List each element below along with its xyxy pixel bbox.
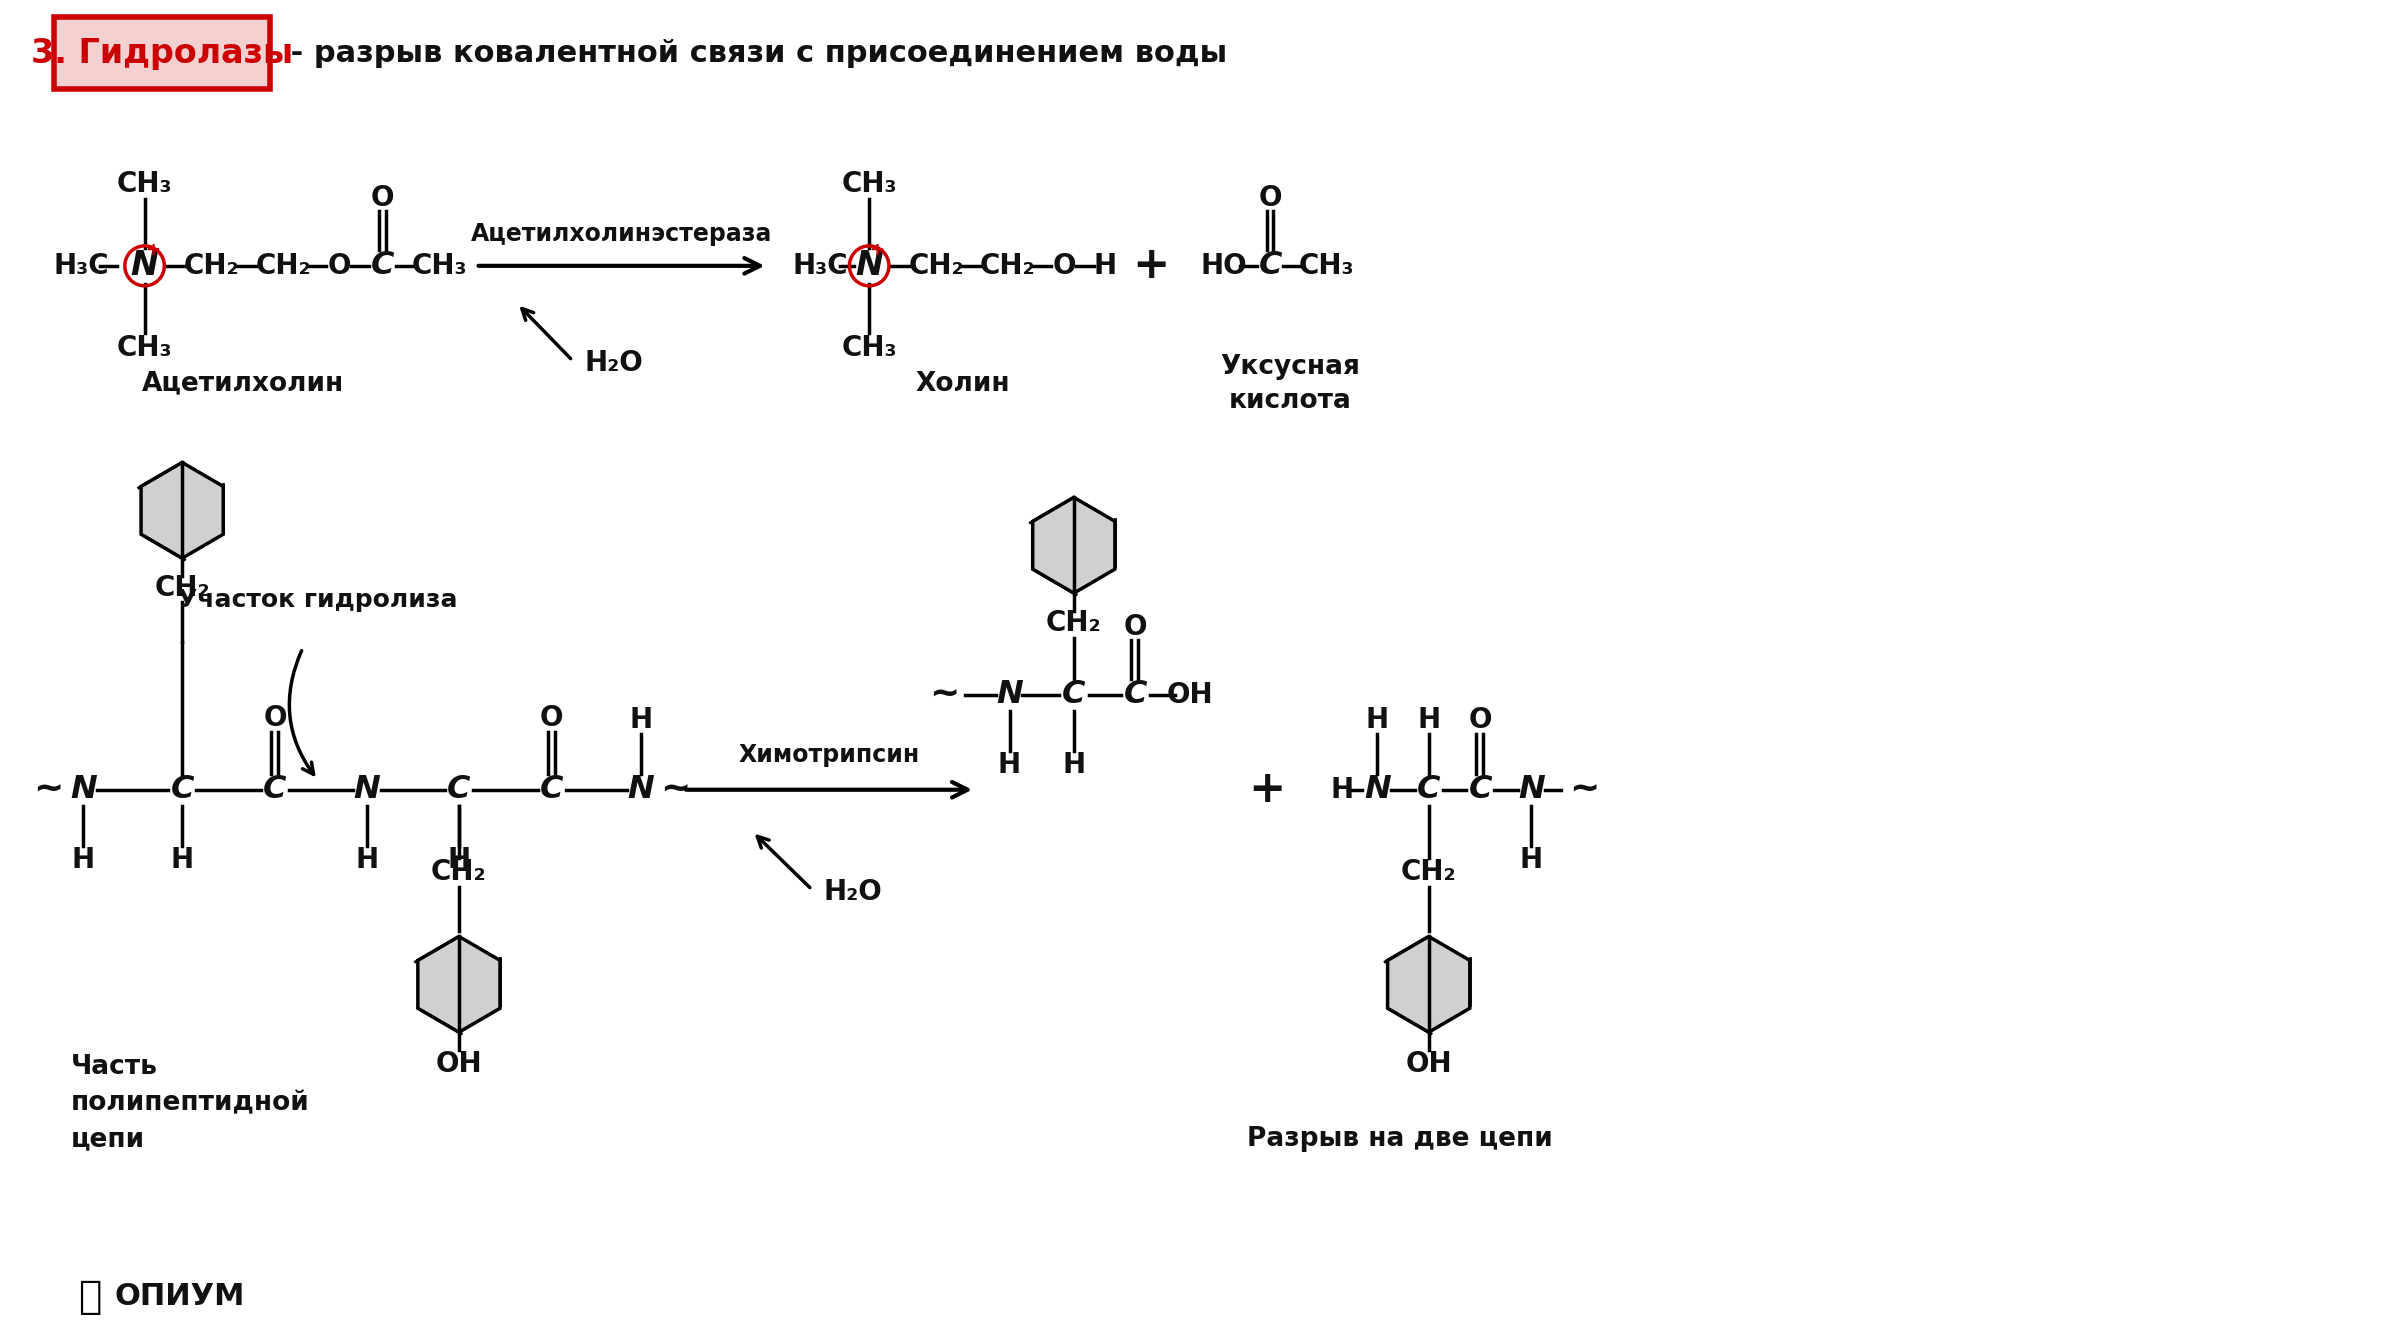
Text: +: + bbox=[869, 241, 885, 259]
Text: O: O bbox=[327, 252, 351, 280]
Polygon shape bbox=[1033, 497, 1114, 593]
Text: H: H bbox=[72, 845, 95, 873]
Text: H: H bbox=[1062, 750, 1086, 778]
Text: ~: ~ bbox=[928, 678, 959, 712]
Text: Участок гидролиза: Участок гидролиза bbox=[179, 588, 458, 612]
Text: CH₂: CH₂ bbox=[981, 252, 1036, 280]
Text: CH₂: CH₂ bbox=[909, 252, 964, 280]
Text: CH₃: CH₃ bbox=[1298, 252, 1355, 280]
Text: ~: ~ bbox=[661, 773, 692, 806]
Text: Ацетилхолинэстераза: Ацетилхолинэстераза bbox=[470, 221, 773, 245]
Text: H: H bbox=[997, 750, 1021, 778]
Text: N: N bbox=[131, 249, 157, 283]
Text: C: C bbox=[169, 774, 193, 805]
Text: H: H bbox=[1520, 845, 1544, 873]
Text: H: H bbox=[630, 706, 651, 734]
Text: N: N bbox=[353, 774, 379, 805]
Text: C: C bbox=[262, 774, 286, 805]
Text: CH₂: CH₂ bbox=[255, 252, 310, 280]
Text: H: H bbox=[446, 845, 470, 873]
Text: +: + bbox=[146, 241, 160, 259]
Text: C: C bbox=[1062, 680, 1086, 710]
Text: OH: OH bbox=[1405, 1050, 1453, 1078]
Text: N: N bbox=[69, 774, 98, 805]
Text: HO: HO bbox=[1200, 252, 1248, 280]
Text: N: N bbox=[997, 680, 1024, 710]
Text: CH₂: CH₂ bbox=[1045, 609, 1102, 637]
Text: H₂O: H₂O bbox=[585, 349, 644, 377]
Text: H₃C: H₃C bbox=[792, 252, 847, 280]
Text: - разрыв ковалентной связи с присоединением воды: - разрыв ковалентной связи с присоединен… bbox=[279, 39, 1226, 68]
Text: H: H bbox=[356, 845, 379, 873]
Text: O: O bbox=[1052, 252, 1076, 280]
Text: CH₂: CH₂ bbox=[1401, 857, 1455, 885]
Text: CH₃: CH₃ bbox=[117, 333, 172, 361]
Text: H₃C: H₃C bbox=[52, 252, 110, 280]
Text: CH₂: CH₂ bbox=[155, 575, 210, 603]
Text: OH: OH bbox=[437, 1050, 482, 1078]
Polygon shape bbox=[418, 937, 501, 1032]
Text: Холин: Холин bbox=[916, 371, 1009, 397]
Text: H: H bbox=[1365, 706, 1389, 734]
Text: O: O bbox=[1467, 706, 1491, 734]
Text: ОПИУМ: ОПИУМ bbox=[115, 1282, 246, 1312]
Text: H: H bbox=[1417, 706, 1441, 734]
Text: H₂O: H₂O bbox=[823, 877, 883, 905]
Text: H: H bbox=[169, 845, 193, 873]
Text: O: O bbox=[262, 704, 286, 732]
Text: O: O bbox=[1260, 184, 1281, 212]
Text: C: C bbox=[446, 774, 470, 805]
Text: O: O bbox=[1124, 613, 1148, 641]
Text: CH₃: CH₃ bbox=[410, 252, 468, 280]
Text: Химотрипсин: Химотрипсин bbox=[740, 742, 919, 766]
Text: C: C bbox=[1260, 251, 1281, 281]
Text: CH₂: CH₂ bbox=[184, 252, 239, 280]
Text: N: N bbox=[1365, 774, 1391, 805]
Text: CH₃: CH₃ bbox=[117, 171, 172, 199]
Text: ~: ~ bbox=[1570, 773, 1599, 806]
Text: N: N bbox=[1517, 774, 1544, 805]
Text: ~: ~ bbox=[33, 773, 64, 806]
Text: CH₃: CH₃ bbox=[842, 171, 897, 199]
Text: N: N bbox=[854, 249, 883, 283]
Text: C: C bbox=[1124, 680, 1148, 710]
Text: H: H bbox=[1331, 776, 1353, 804]
Text: Уксусная
кислота: Уксусная кислота bbox=[1219, 353, 1360, 413]
Text: +: + bbox=[1133, 244, 1169, 288]
Text: H: H bbox=[1093, 252, 1117, 280]
Text: O: O bbox=[539, 704, 563, 732]
Polygon shape bbox=[1389, 937, 1470, 1032]
Text: Часть
полипептидной
цепи: Часть полипептидной цепи bbox=[72, 1054, 310, 1152]
Text: CH₂: CH₂ bbox=[432, 857, 487, 885]
Text: C: C bbox=[1467, 774, 1491, 805]
Text: O: O bbox=[372, 184, 394, 212]
Text: OH: OH bbox=[1167, 681, 1212, 709]
Text: N: N bbox=[628, 774, 654, 805]
Text: C: C bbox=[539, 774, 563, 805]
Text: CH₃: CH₃ bbox=[842, 333, 897, 361]
Text: Ацетилхолин: Ацетилхолин bbox=[143, 371, 344, 397]
Text: C: C bbox=[372, 251, 394, 281]
Text: 🐌: 🐌 bbox=[79, 1278, 103, 1316]
Polygon shape bbox=[141, 463, 224, 559]
Text: Разрыв на две цепи: Разрыв на две цепи bbox=[1248, 1126, 1553, 1152]
Text: 3. Гидролазы: 3. Гидролазы bbox=[31, 37, 293, 69]
Text: C: C bbox=[1417, 774, 1441, 805]
Text: +: + bbox=[1248, 768, 1286, 812]
FancyBboxPatch shape bbox=[52, 17, 270, 89]
